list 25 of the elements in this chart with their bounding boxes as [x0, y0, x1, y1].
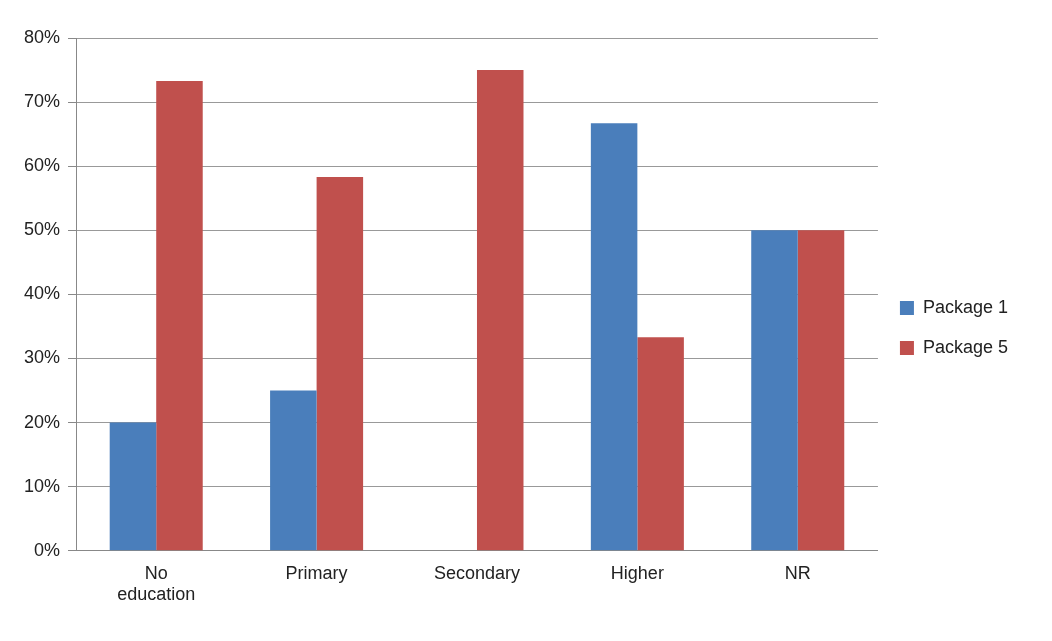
bar [751, 230, 798, 551]
bar [270, 390, 317, 551]
y-tick-label: 60% [24, 155, 61, 176]
bar [637, 337, 684, 551]
bar [109, 422, 157, 551]
y-tick-label: 30% [24, 347, 61, 368]
y-tick-label: 70% [24, 91, 61, 112]
y-tick-label: 50% [24, 219, 61, 240]
x-tick-label: Primary [285, 562, 348, 583]
y-tick-label: 80% [24, 26, 61, 47]
y-tick-label: 0% [34, 539, 61, 560]
bar [156, 80, 203, 551]
x-tick-label: No education [117, 562, 196, 605]
bar [476, 70, 524, 551]
y-tick-label: 10% [24, 475, 61, 496]
legend-label: Package 5 [922, 336, 1008, 357]
bar [590, 123, 638, 551]
bar [797, 230, 845, 551]
y-tick-label: 20% [24, 411, 61, 432]
legend-label: Package 1 [922, 296, 1008, 317]
x-tick-label: NR [784, 562, 811, 583]
bar [316, 177, 364, 551]
x-tick-label: Higher [610, 562, 664, 583]
x-tick-label: Secondary [433, 562, 521, 583]
y-tick-label: 40% [24, 283, 61, 304]
